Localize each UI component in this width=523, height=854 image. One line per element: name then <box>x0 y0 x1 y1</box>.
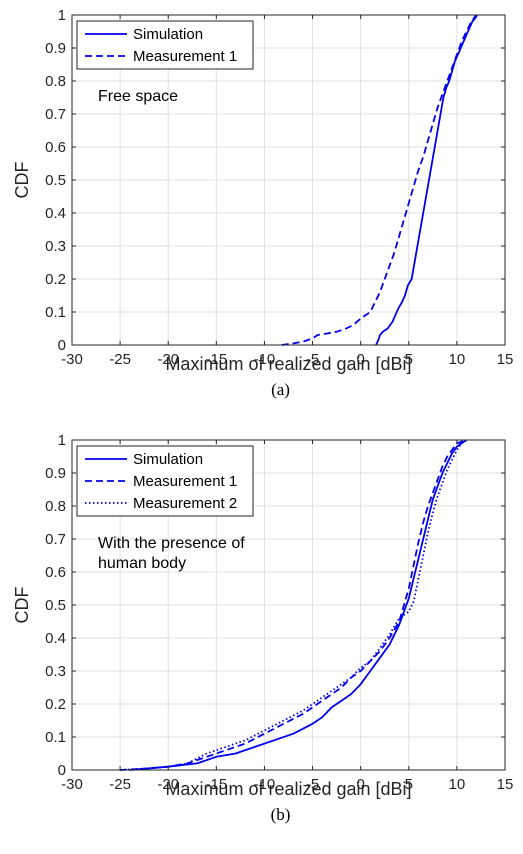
chart-a-xtick-label: 15 <box>497 351 514 368</box>
chart-b-ytick-label: 0.3 <box>45 663 66 680</box>
chart-b-legend: Simulation Measurement 1 Measurement 2 <box>76 445 254 517</box>
chart-a-annotation: Free space <box>98 88 178 105</box>
chart-b-xtick-label: -10 <box>254 776 276 793</box>
chart-a-xtick-label: -15 <box>205 351 227 368</box>
chart-a-xtick-label: -20 <box>157 351 179 368</box>
chart-b-series-simulation <box>129 439 468 771</box>
chart-b-ytick-label: 0.4 <box>45 630 66 647</box>
chart-a: -30 -25 -20 -15 -10 -5 0 5 10 15 0 0.1 0.2 0.3 0.4 0.5 0… <box>12 7 513 399</box>
chart-a-grid <box>72 15 505 345</box>
chart-a-ytick-label: 0.1 <box>45 304 66 321</box>
chart-b-xtick-label: -30 <box>61 776 83 793</box>
chart-a-xtick-label: 0 <box>356 351 364 368</box>
chart-b-ytick-label: 0.9 <box>45 465 66 482</box>
chart-a-xtick-label: -30 <box>61 351 83 368</box>
chart-b-caption: (b) <box>271 805 291 824</box>
chart-b-legend-box <box>76 445 254 517</box>
chart-b-ytick-label: 1 <box>58 432 66 449</box>
chart-a-xtick-label: 5 <box>405 351 413 368</box>
chart-b-legend-label: Measurement 2 <box>133 495 237 512</box>
chart-b-annotation: human body <box>98 555 186 572</box>
chart-a-ytick-label: 0.2 <box>45 271 66 288</box>
chart-a-xtick-label: 10 <box>449 351 466 368</box>
chart-a-caption: (a) <box>271 380 290 399</box>
chart-a-xtick-label: -10 <box>254 351 276 368</box>
chart-b-xtick-label: 0 <box>356 776 364 793</box>
chart-b-xtick-label: 15 <box>497 776 514 793</box>
chart-b-legend-label: Simulation <box>133 451 203 468</box>
chart-b-xtick-label: 10 <box>449 776 466 793</box>
chart-b-annotation: With the presence of <box>98 535 245 552</box>
chart-a-xtick-label: -25 <box>109 351 131 368</box>
chart-b-xtick-label: 5 <box>405 776 413 793</box>
chart-b-ytick-label: 0.8 <box>45 498 66 515</box>
chart-a-series-measurement-1 <box>281 14 477 346</box>
chart-b-xtick-label: -20 <box>157 776 179 793</box>
chart-a-ytick-label: 0.6 <box>45 139 66 156</box>
chart-b-series-measurement-1 <box>120 439 467 771</box>
chart-b-xtick-label: -5 <box>306 776 319 793</box>
chart-b-ytick-label: 0.2 <box>45 696 66 713</box>
chart-a-ytick-label: 0.9 <box>45 40 66 57</box>
chart-b-ytick-label: 0 <box>58 762 66 779</box>
chart-a-xlabel: Maximum of realized gain [dBi] <box>165 354 411 374</box>
chart-a-ytick-label: 1 <box>58 7 66 24</box>
chart-a-ytick-label: 0.5 <box>45 172 66 189</box>
chart-b-ytick-label: 0.1 <box>45 729 66 746</box>
chart-a-legend-label: Measurement 1 <box>133 48 237 65</box>
chart-a-ytick-label: 0.8 <box>45 73 66 90</box>
chart-b-xlabel: Maximum of realized gain [dBi] <box>165 779 411 799</box>
chart-b-ytick-label: 0.7 <box>45 531 66 548</box>
chart-b-ytick-label: 0.5 <box>45 597 66 614</box>
chart-a-ytick-label: 0 <box>58 337 66 354</box>
chart-a-ytick-label: 0.3 <box>45 238 66 255</box>
chart-a-ytick-label: 0.7 <box>45 106 66 123</box>
chart-a-series-simulation <box>375 14 478 346</box>
chart-a-ylabel: CDF <box>12 162 32 199</box>
chart-a-legend: Simulation Measurement 1 <box>76 20 254 70</box>
chart-b-xtick-label: -25 <box>109 776 131 793</box>
chart-a-legend-label: Simulation <box>133 26 203 43</box>
chart-b-xtick-label: -15 <box>205 776 227 793</box>
chart-a-legend-box <box>76 20 254 70</box>
chart-a-ytick-label: 0.4 <box>45 205 66 222</box>
chart-a-xtick-label: -5 <box>306 351 319 368</box>
chart-b-ylabel: CDF <box>12 587 32 624</box>
chart-b: -30 -25 -20 -15 -10 -5 0 5 10 15 0 0.1 0.2 0.3 0.4 0.5 0… <box>12 432 513 824</box>
chart-b-legend-label: Measurement 1 <box>133 473 237 490</box>
chart-b-ytick-label: 0.6 <box>45 564 66 581</box>
